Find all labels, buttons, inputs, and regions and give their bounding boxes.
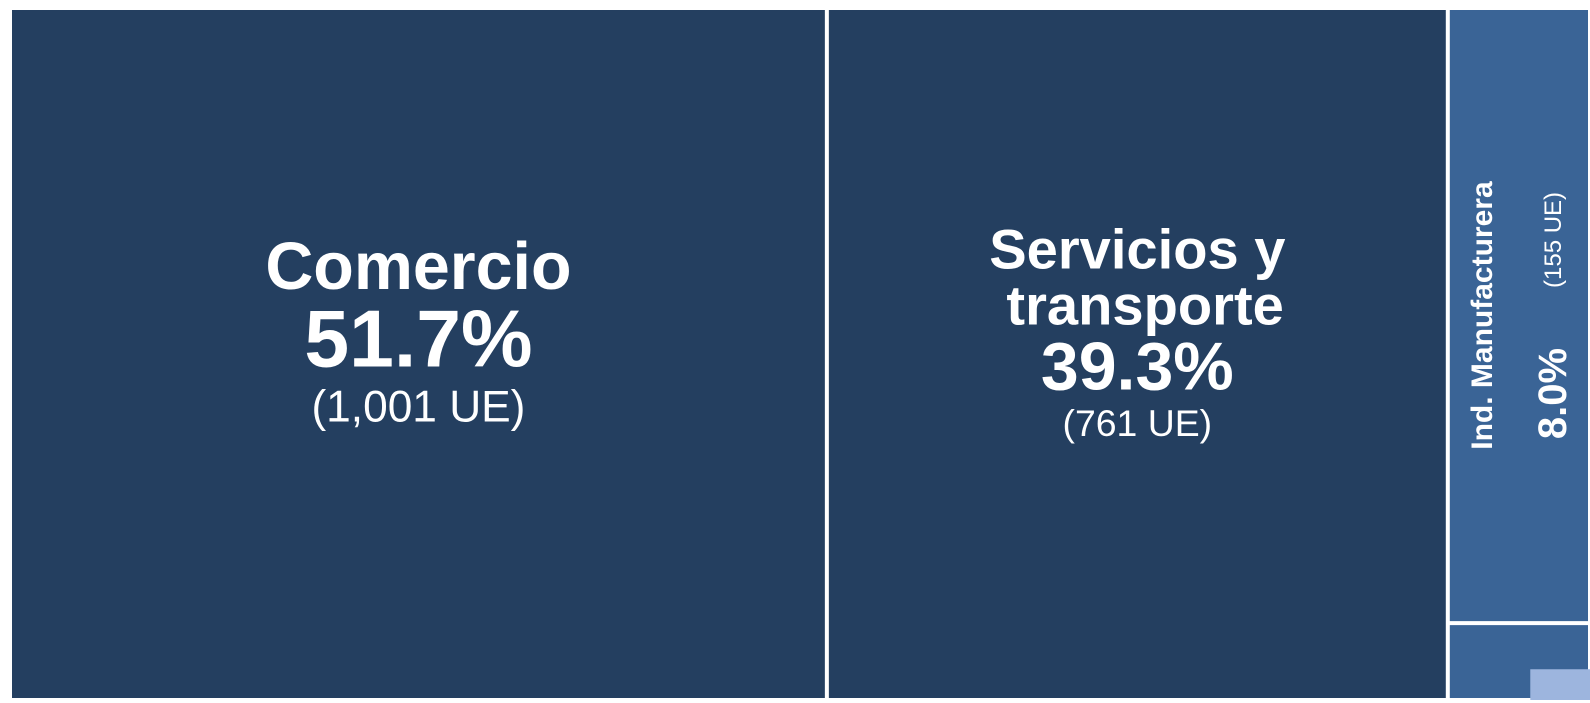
treemap-subcell — [1530, 669, 1590, 700]
count-label: (761 UE) — [1063, 402, 1213, 444]
treemap-cell — [1449, 10, 1588, 622]
treemap-cell — [12, 10, 825, 698]
value-line: 8.0% (155 UE) — [1530, 192, 1574, 439]
category-label: Servicios y transporte — [989, 217, 1285, 336]
percent-label: 8.0% — [1530, 348, 1574, 439]
count-label: (155 UE) — [1540, 192, 1567, 288]
count-label: (1,001 UE) — [311, 382, 525, 431]
percent-label: 51.7% — [304, 294, 532, 384]
cell-label: Ind. Manufacturera 8.0% (155 UE) — [1466, 181, 1575, 450]
treemap-cell — [828, 10, 1446, 698]
category-label: Ind. Manufacturera — [1466, 181, 1499, 450]
percent-label: 39.3% — [1041, 328, 1234, 404]
category-label: Comercio — [265, 230, 571, 304]
